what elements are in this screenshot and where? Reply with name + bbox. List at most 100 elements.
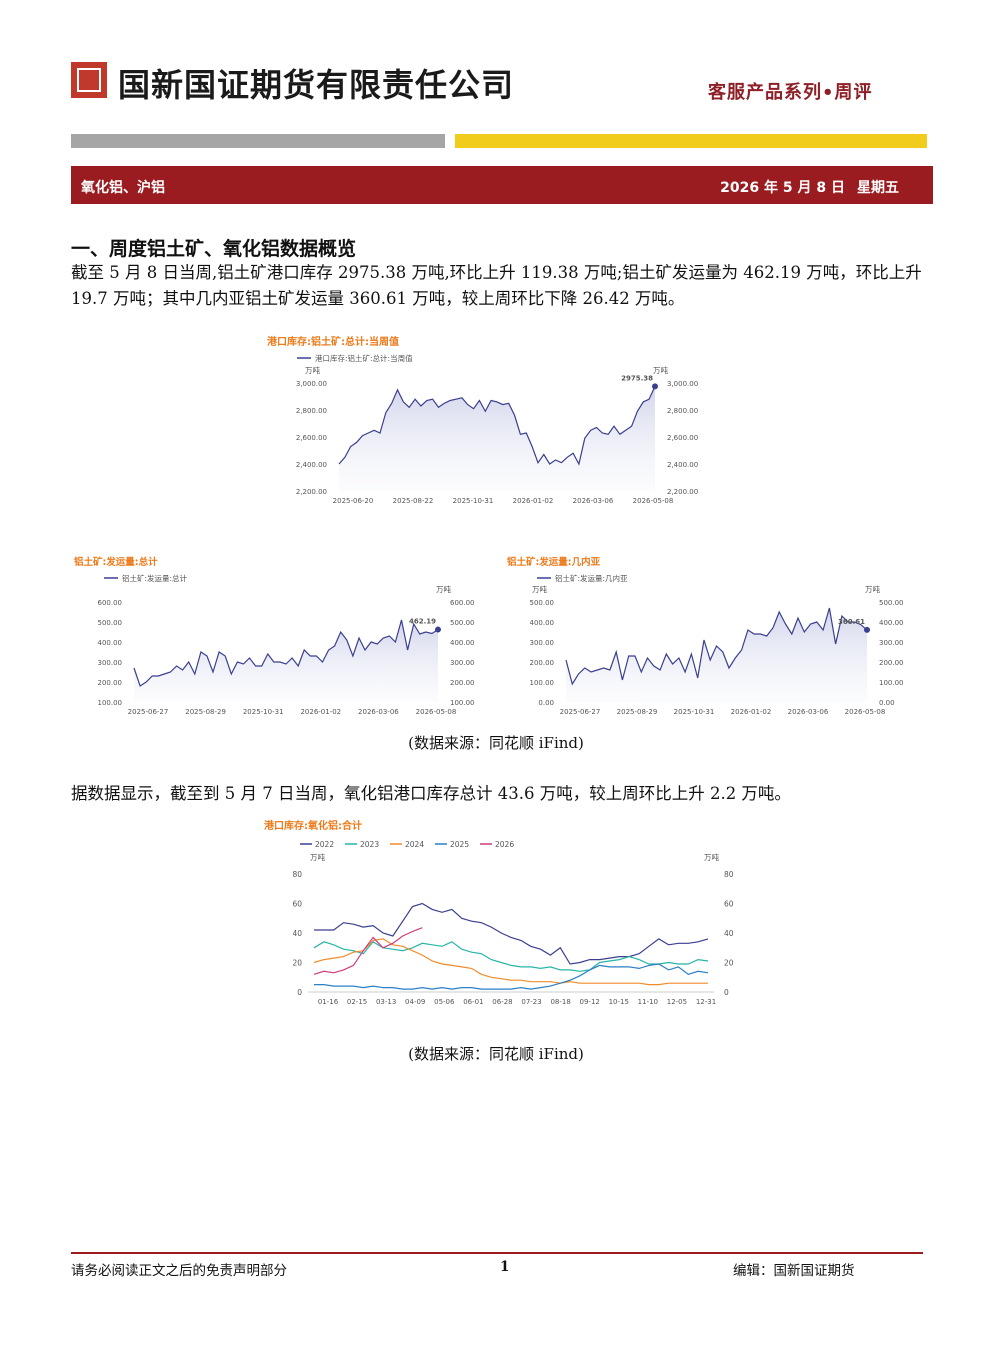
legend-label: 2026 [495, 840, 514, 849]
y-tick-left: 100.00 [530, 679, 555, 687]
chart-bauxite-shipment-total: 铝土矿:发运量:总计 铝土矿:发运量:总计 万吨 600.00 600.00 500.00… [72, 552, 482, 717]
data-source-2: (数据来源：同花顺 iFind) [408, 1045, 584, 1063]
legend-label: 港口库存:铝土矿:总计:当周值 [315, 353, 413, 363]
y-tick-right: 100.00 [450, 699, 475, 707]
chart-title: 铝土矿:发运量:总计 [74, 556, 158, 568]
legend-label: 2024 [405, 840, 424, 849]
paragraph-alumina: 据数据显示，截至到 5 月 7 日当周，氧化铝港口库存总计 43.6 万吨，较上… [71, 784, 791, 803]
series-line-2023 [313, 941, 709, 972]
x-tick: 2025-08-29 [185, 708, 226, 716]
chart-title: 铝土矿:发运量:几内亚 [507, 556, 601, 568]
last-point [435, 626, 441, 633]
x-tick: 02-15 [347, 998, 367, 1006]
series-line-2026 [313, 927, 423, 975]
x-tick: 2026-03-06 [358, 708, 399, 716]
page-number: 1 [500, 1259, 510, 1275]
y-tick-right: 0.00 [879, 699, 895, 707]
y-unit-left: 万吨 [305, 365, 320, 375]
y-tick-left: 2,600.00 [296, 434, 327, 442]
series-line [565, 607, 868, 686]
x-tick: 04-09 [405, 998, 425, 1006]
y-tick-right: 80 [724, 870, 734, 879]
x-tick: 10-15 [609, 998, 629, 1006]
series-line-2024 [313, 938, 708, 986]
y-tick-left: 2,200.00 [296, 488, 327, 496]
x-tick: 11-10 [638, 998, 658, 1006]
y-tick-right: 0 [724, 988, 729, 997]
paragraph-bauxite: 截至 5 月 8 日当周,铝土矿港口库存 2975.38 万吨,环比上升 119… [71, 263, 922, 308]
y-tick-left: 20 [292, 959, 302, 968]
x-tick: 05-06 [434, 998, 455, 1006]
chart-alumina-port-stock: 港口库存:氧化铝:合计 2022 2023 2024 2025 2026 万吨 万吨 80 80 6… [262, 816, 737, 1011]
footer-editor: 编辑：国新国证期货 [733, 1263, 855, 1279]
y-tick-right: 2,600.00 [667, 434, 698, 442]
y-tick-right: 200.00 [879, 659, 904, 667]
y-unit-left: 万吨 [310, 852, 325, 862]
y-tick-left: 40 [292, 929, 302, 938]
x-tick: 2026-05-08 [633, 497, 674, 505]
x-tick: 03-13 [376, 998, 396, 1006]
x-tick: 2026-01-02 [731, 708, 772, 716]
y-tick-right: 100.00 [879, 679, 904, 687]
x-tick: 2025-08-22 [393, 497, 434, 505]
y-tick-left: 500.00 [98, 619, 123, 627]
y-tick-left: 0.00 [538, 699, 554, 707]
x-tick: 12-05 [667, 998, 687, 1006]
legend-label: 2022 [315, 840, 334, 849]
y-tick-right: 300.00 [450, 659, 475, 667]
legend-label: 铝土矿:发运量:几内亚 [555, 573, 628, 583]
x-tick: 2025-06-20 [333, 497, 374, 505]
y-unit-right: 万吨 [436, 584, 451, 594]
y-unit-right: 万吨 [704, 852, 719, 862]
x-tick: 2025-10-31 [674, 708, 715, 716]
footer-disclaimer: 请务必阅读正文之后的免责声明部分 [71, 1263, 287, 1279]
band-date: 2026 年 5 月 8 日 [720, 180, 845, 196]
band-weekday: 星期五 [857, 180, 899, 196]
series-line [338, 386, 656, 466]
legend-label: 铝土矿:发运量:总计 [122, 573, 188, 583]
x-tick: 2026-05-08 [416, 708, 457, 716]
x-tick: 12-31 [696, 998, 716, 1006]
y-tick-right: 200.00 [450, 679, 475, 687]
x-tick: 2026-01-02 [300, 708, 341, 716]
y-unit-right: 万吨 [865, 584, 880, 594]
y-tick-right: 3,000.00 [667, 380, 698, 388]
y-tick-left: 60 [292, 900, 302, 909]
title-band: 氧化铝、沪铝 2026 年 5 月 8 日星期五 [71, 166, 933, 204]
section-title: 一、周度铝土矿、氧化铝数据概览 [71, 238, 357, 260]
y-tick-right: 2,200.00 [667, 488, 698, 496]
x-tick: 2026-05-08 [845, 708, 886, 716]
series-area [134, 620, 438, 702]
header-divider-yellow [455, 134, 927, 148]
x-tick: 2026-03-06 [573, 497, 614, 505]
x-tick: 07-23 [521, 998, 541, 1006]
chart-bauxite-shipment-guinea: 铝土矿:发运量:几内亚 铝土矿:发运量:几内亚 万吨 万吨 500.00 500.00 40… [505, 552, 905, 717]
y-unit-left: 万吨 [532, 584, 547, 594]
series-area [566, 608, 867, 702]
x-tick: 2026-03-06 [788, 708, 829, 716]
x-tick: 2025-06-27 [560, 708, 601, 716]
last-point-label: 2975.38 [621, 374, 653, 382]
band-date-block: 2026 年 5 月 8 日星期五 [708, 177, 899, 197]
y-tick-left: 80 [292, 870, 302, 879]
y-tick-left: 100.00 [98, 699, 123, 707]
series-line-2025 [314, 963, 709, 990]
legend-label: 2025 [450, 840, 469, 849]
y-tick-left: 300.00 [98, 659, 123, 667]
chart-bauxite-port-stock: 港口库存:铝土矿:总计:当周值 港口库存:铝土矿:总计:当周值 万吨 万吨 3,000.… [265, 332, 705, 512]
y-tick-left: 0 [297, 988, 302, 997]
x-tick: 2025-10-31 [453, 497, 494, 505]
x-tick: 2025-08-29 [617, 708, 658, 716]
chart-title: 港口库存:铝土矿:总计:当周值 [267, 335, 399, 348]
legend-label: 2023 [360, 840, 379, 849]
x-tick: 08-18 [550, 998, 570, 1006]
y-tick-left: 3,000.00 [296, 380, 327, 388]
x-tick: 01-16 [318, 998, 339, 1006]
header-divider-gray [71, 134, 445, 148]
y-tick-right: 600.00 [450, 599, 475, 607]
y-tick-left: 200.00 [530, 659, 555, 667]
y-tick-right: 2,800.00 [667, 407, 698, 415]
y-tick-left: 600.00 [98, 599, 123, 607]
series-area [339, 386, 655, 491]
last-point [652, 383, 658, 390]
